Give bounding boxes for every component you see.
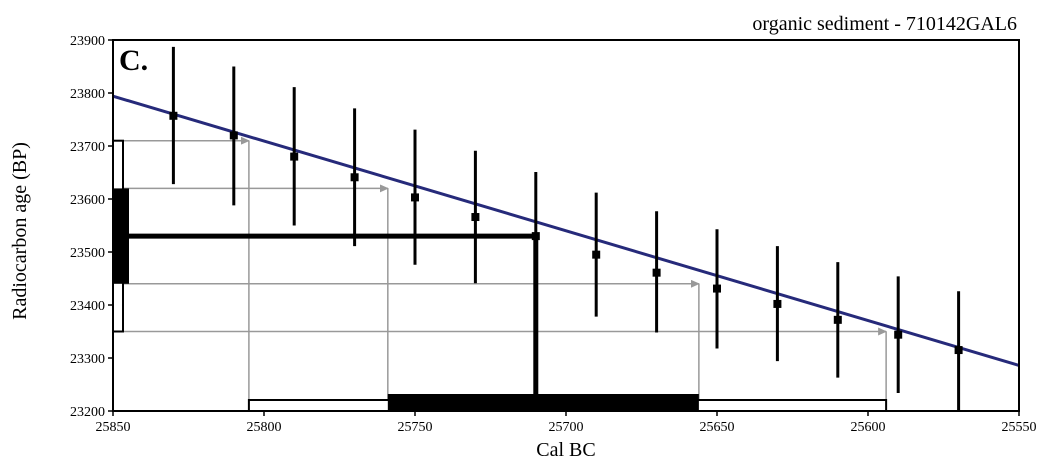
chart-title: organic sediment - 710142GAL6 bbox=[752, 13, 1017, 35]
data-point-3 bbox=[350, 173, 359, 182]
y-tick-label-3: 23500 bbox=[70, 246, 105, 261]
data-point-9 bbox=[713, 284, 721, 293]
y-tick-label-4: 23600 bbox=[70, 193, 105, 208]
x-tick-label-2: 25750 bbox=[398, 420, 433, 435]
y-tick-label-5: 23700 bbox=[70, 140, 105, 155]
plot-marks bbox=[113, 46, 1019, 411]
x-tick-label-3: 25700 bbox=[549, 420, 584, 435]
data-point-12 bbox=[894, 330, 903, 339]
y-axis: 23200 23300 23400 23500 23600 23700 23800 23900 bbox=[70, 34, 113, 420]
x-tick-label-6: 25550 bbox=[1002, 420, 1037, 435]
x-tick-label-5: 25600 bbox=[851, 420, 886, 435]
data-point-2 bbox=[290, 152, 299, 161]
data-point-4 bbox=[411, 193, 419, 202]
calibration-curve bbox=[113, 94, 1019, 367]
y-axis-title: Radiocarbon age (BP) bbox=[9, 142, 31, 320]
measured-1sigma-box bbox=[113, 188, 129, 284]
data-point-8 bbox=[652, 268, 661, 277]
panel-label: C. bbox=[119, 44, 148, 77]
data-point-10 bbox=[773, 299, 782, 308]
data-point-7 bbox=[592, 250, 601, 259]
calibrated-1sigma-box bbox=[387, 394, 699, 411]
x-tick-label-0: 25850 bbox=[96, 420, 131, 435]
data-point-1 bbox=[229, 131, 238, 140]
x-axis: 25850 25800 25750 25700 25650 25600 25550 bbox=[96, 411, 1037, 435]
data-point-13 bbox=[954, 346, 963, 355]
data-point-0 bbox=[169, 111, 178, 120]
data-point-11 bbox=[833, 315, 842, 324]
x-axis-title: Cal BC bbox=[536, 439, 595, 461]
y-tick-label-1: 23300 bbox=[70, 352, 105, 367]
x-tick-label-1: 25800 bbox=[247, 420, 282, 435]
y-tick-label-0: 23200 bbox=[70, 405, 105, 420]
x-tick-label-4: 25650 bbox=[700, 420, 735, 435]
y-tick-label-6: 23800 bbox=[70, 87, 105, 102]
data-point-5 bbox=[471, 213, 480, 222]
y-tick-label-2: 23400 bbox=[70, 299, 105, 314]
y-tick-label-7: 23900 bbox=[70, 34, 105, 49]
